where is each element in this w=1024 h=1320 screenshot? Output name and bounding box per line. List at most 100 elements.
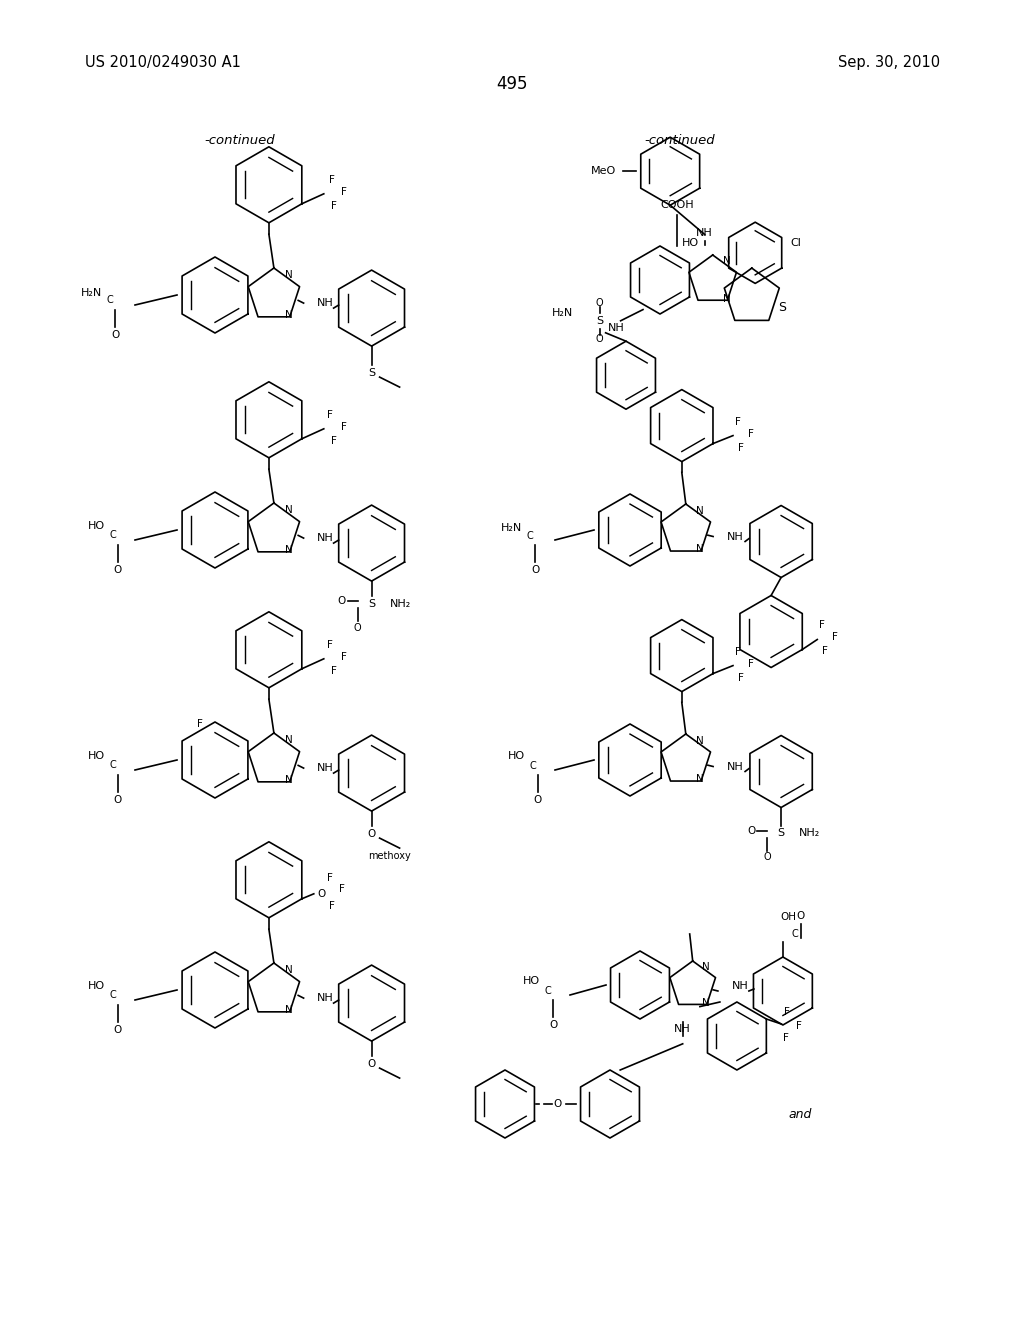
Text: N: N xyxy=(285,735,293,744)
Text: NH: NH xyxy=(727,532,743,541)
Text: O: O xyxy=(353,623,361,634)
Text: O: O xyxy=(534,795,542,805)
Text: O: O xyxy=(797,911,805,921)
Text: O: O xyxy=(114,565,122,576)
Text: N: N xyxy=(696,775,703,784)
Text: O: O xyxy=(763,853,771,862)
Text: S: S xyxy=(778,301,786,314)
Text: methoxy: methoxy xyxy=(369,851,411,861)
Text: O: O xyxy=(114,1026,122,1035)
Text: HO: HO xyxy=(508,751,525,762)
Text: F: F xyxy=(822,647,828,656)
Text: O: O xyxy=(549,1020,557,1030)
Text: and: and xyxy=(788,1107,812,1121)
Text: NH: NH xyxy=(675,1024,691,1034)
Text: H₂N: H₂N xyxy=(552,308,573,318)
Text: F: F xyxy=(819,620,825,631)
Text: NH: NH xyxy=(317,533,334,543)
Text: N: N xyxy=(702,998,710,1008)
Text: NH₂: NH₂ xyxy=(799,829,820,838)
Text: F: F xyxy=(197,719,203,729)
Text: O: O xyxy=(114,795,122,805)
Text: F: F xyxy=(329,900,335,911)
Text: F: F xyxy=(327,409,333,420)
Text: F: F xyxy=(327,640,333,649)
Text: N: N xyxy=(723,294,730,304)
Text: N: N xyxy=(696,735,703,746)
Text: N: N xyxy=(696,544,703,554)
Text: -continued: -continued xyxy=(205,133,275,147)
Text: F: F xyxy=(784,1007,791,1016)
Text: F: F xyxy=(749,659,754,669)
Text: C: C xyxy=(526,531,534,541)
Text: C: C xyxy=(110,990,117,1001)
Text: NH: NH xyxy=(696,227,713,238)
Text: O: O xyxy=(746,825,756,836)
Text: F: F xyxy=(331,665,337,676)
Text: O: O xyxy=(111,330,119,341)
Text: F: F xyxy=(738,673,743,682)
Text: O: O xyxy=(554,1100,562,1109)
Text: N: N xyxy=(696,506,703,516)
Text: O: O xyxy=(368,1059,376,1069)
Text: O: O xyxy=(338,597,346,606)
Text: F: F xyxy=(783,1034,790,1043)
Text: COOH: COOH xyxy=(660,201,694,210)
Text: S: S xyxy=(596,315,603,326)
Text: Sep. 30, 2010: Sep. 30, 2010 xyxy=(838,55,940,70)
Text: H₂N: H₂N xyxy=(501,523,522,533)
Text: N: N xyxy=(285,310,293,321)
Text: F: F xyxy=(833,632,839,643)
Text: N: N xyxy=(702,962,710,972)
Text: HO: HO xyxy=(682,238,699,248)
Text: OH: OH xyxy=(780,912,796,921)
Text: N: N xyxy=(285,545,293,556)
Text: C: C xyxy=(792,929,799,939)
Text: N: N xyxy=(285,269,293,280)
Text: US 2010/0249030 A1: US 2010/0249030 A1 xyxy=(85,55,241,70)
Text: O: O xyxy=(368,829,376,840)
Text: S: S xyxy=(368,599,375,609)
Text: O: O xyxy=(317,888,326,899)
Text: O: O xyxy=(596,334,603,343)
Text: NH: NH xyxy=(317,763,334,774)
Text: NH: NH xyxy=(607,322,625,333)
Text: N: N xyxy=(723,256,730,267)
Text: F: F xyxy=(341,652,347,661)
Text: F: F xyxy=(329,174,335,185)
Text: Cl: Cl xyxy=(791,238,802,248)
Text: HO: HO xyxy=(88,751,105,762)
Text: -continued: -continued xyxy=(645,133,716,147)
Text: HO: HO xyxy=(88,981,105,991)
Text: F: F xyxy=(735,417,741,426)
Text: F: F xyxy=(749,429,754,438)
Text: HO: HO xyxy=(523,975,540,986)
Text: 495: 495 xyxy=(497,75,527,92)
Text: F: F xyxy=(331,436,337,446)
Text: NH: NH xyxy=(727,762,743,771)
Text: NH: NH xyxy=(731,981,749,991)
Text: C: C xyxy=(110,531,117,540)
Text: NH: NH xyxy=(317,298,334,308)
Text: O: O xyxy=(596,298,603,308)
Text: F: F xyxy=(341,422,347,432)
Text: S: S xyxy=(368,368,375,378)
Text: F: F xyxy=(327,873,333,883)
Text: F: F xyxy=(339,884,345,894)
Text: MeO: MeO xyxy=(591,166,615,176)
Text: C: C xyxy=(106,294,114,305)
Text: C: C xyxy=(110,760,117,770)
Text: F: F xyxy=(331,201,337,211)
Text: F: F xyxy=(738,442,743,453)
Text: H₂N: H₂N xyxy=(81,288,102,298)
Text: N: N xyxy=(285,775,293,785)
Text: F: F xyxy=(797,1020,802,1031)
Text: C: C xyxy=(529,762,537,771)
Text: NH₂: NH₂ xyxy=(389,599,411,609)
Text: S: S xyxy=(777,829,784,838)
Text: N: N xyxy=(285,965,293,974)
Text: O: O xyxy=(530,565,539,576)
Text: F: F xyxy=(341,187,347,197)
Text: N: N xyxy=(285,504,293,515)
Text: F: F xyxy=(735,647,741,656)
